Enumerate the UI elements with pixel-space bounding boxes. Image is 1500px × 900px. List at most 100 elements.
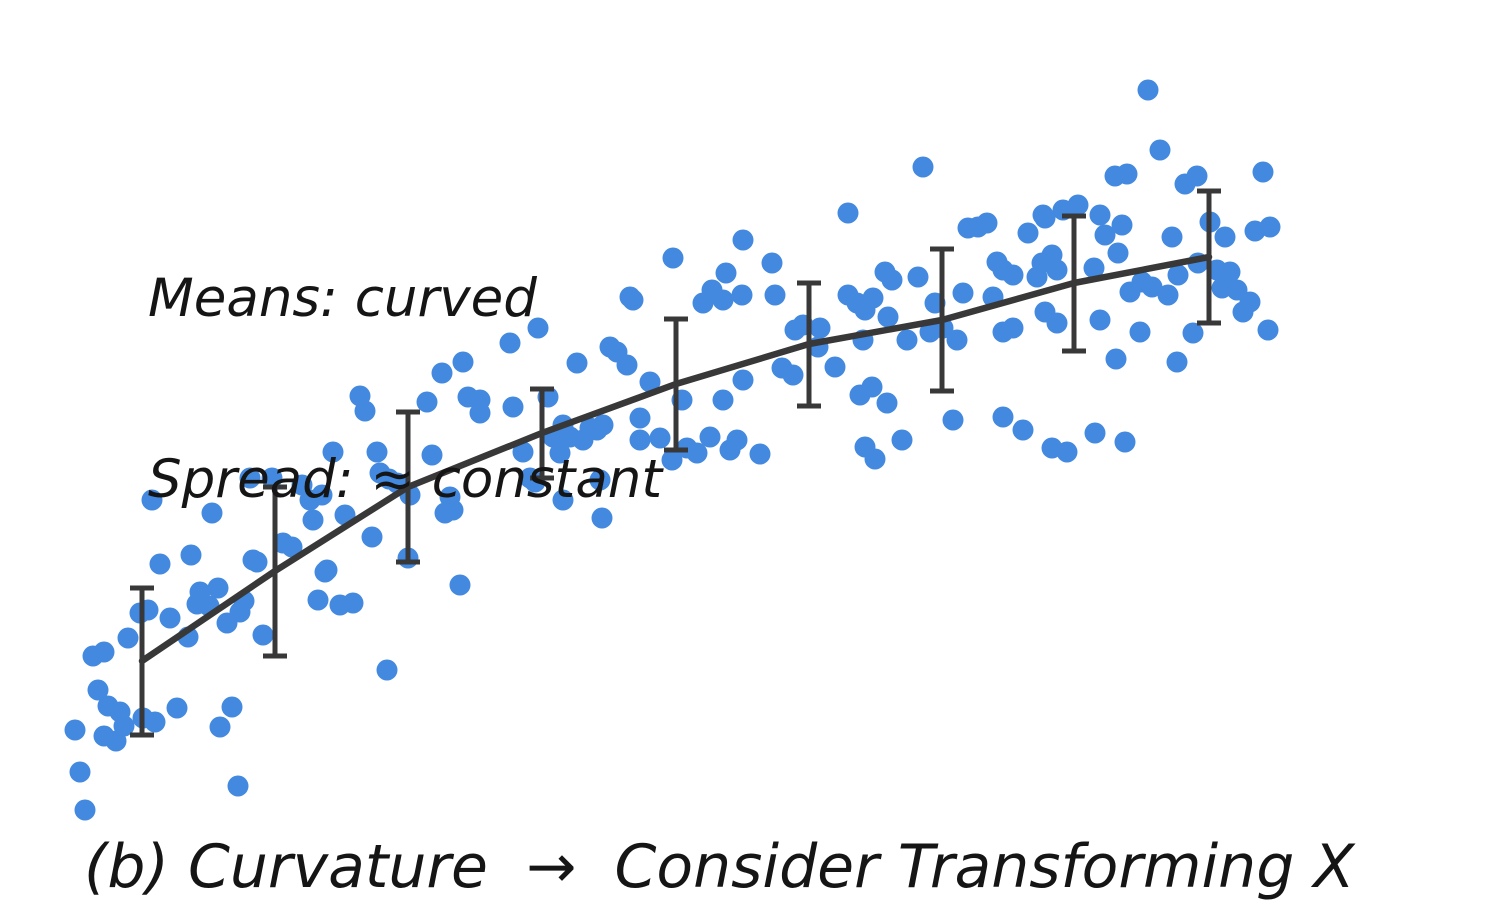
scatter-point <box>946 329 968 351</box>
scatter-point <box>180 544 202 566</box>
scatter-point <box>314 561 336 583</box>
scatter-point <box>307 589 329 611</box>
scatter-point <box>552 489 574 511</box>
scatter-point <box>877 306 899 328</box>
scatter-point <box>416 391 438 413</box>
scatter-point <box>861 376 883 398</box>
scatter-point <box>87 679 109 701</box>
scatter-point <box>732 229 754 251</box>
scatter-point <box>1182 322 1204 344</box>
scatter-point <box>592 414 614 436</box>
scatter-point <box>421 444 443 466</box>
scatter-point <box>452 351 474 373</box>
scatter-point <box>74 799 96 821</box>
scatter-point <box>992 406 1014 428</box>
scatter-point <box>824 356 846 378</box>
annotation-line-spread: Spread: ≈ constant <box>148 449 663 511</box>
figure-caption: (b) Curvature → Consider Transforming X <box>84 832 1355 900</box>
trend-line <box>138 253 1213 665</box>
scatter-point <box>686 442 708 464</box>
annotation-text: Means: curved Spread: ≈ constant <box>148 148 662 631</box>
scatter-point <box>1257 319 1279 341</box>
scatter-point <box>361 526 383 548</box>
scatter-point <box>701 279 723 301</box>
scatter-point <box>201 502 223 524</box>
scatter-point <box>589 469 611 491</box>
scatter-point <box>1137 79 1159 101</box>
scatter-point <box>221 696 243 718</box>
scatter-point <box>549 442 571 464</box>
scatter-point <box>1149 139 1171 161</box>
scatter-point <box>891 429 913 451</box>
scatter-point <box>527 317 549 339</box>
scatter-point <box>912 156 934 178</box>
scatter-point <box>1046 312 1068 334</box>
scatter-point <box>1084 422 1106 444</box>
scatter-point <box>1214 226 1236 248</box>
scatter-point <box>864 448 886 470</box>
scatter-point <box>854 299 876 321</box>
scatter-point <box>1157 284 1179 306</box>
scatter-point <box>69 761 91 783</box>
scatter-point <box>209 716 231 738</box>
scatter-point <box>712 389 734 411</box>
scatter-point <box>1107 242 1129 264</box>
scatter-points-group <box>64 79 1281 821</box>
scatter-point <box>1067 194 1089 216</box>
scatter-point <box>1002 317 1024 339</box>
scatter-point <box>449 574 471 596</box>
scatter-point <box>661 449 683 471</box>
scatter-point <box>239 467 261 489</box>
scatter-point <box>1105 348 1127 370</box>
scatter-point <box>1111 214 1133 236</box>
scatter-point <box>242 549 264 571</box>
scatter-point <box>976 212 998 234</box>
scatter-point <box>662 247 684 269</box>
scatter-point <box>149 553 171 575</box>
scatter-point <box>1002 264 1024 286</box>
scatter-point <box>726 429 748 451</box>
scatter-point <box>881 269 903 291</box>
scatter-point <box>1166 351 1188 373</box>
scatter-point <box>376 659 398 681</box>
scatter-point <box>649 427 671 449</box>
scatter-point <box>942 409 964 431</box>
scatter-point <box>782 364 804 386</box>
scatter-point <box>431 362 453 384</box>
scatter-point <box>952 282 974 304</box>
scatter-point <box>93 641 115 663</box>
scatter-point <box>731 284 753 306</box>
scatter-point <box>907 266 929 288</box>
scatter-point <box>1056 441 1078 463</box>
scatter-point <box>1017 222 1039 244</box>
scatter-point <box>896 329 918 351</box>
scatter-point <box>141 489 163 511</box>
scatter-point <box>1046 259 1068 281</box>
scatter-point <box>809 317 831 339</box>
scatter-point <box>616 354 638 376</box>
scatter-point <box>469 402 491 424</box>
scatter-point <box>1252 161 1274 183</box>
scatter-point <box>1083 257 1105 279</box>
scatter-point <box>591 507 613 529</box>
scatter-point <box>144 711 166 733</box>
scatter-point <box>1089 309 1111 331</box>
scatter-point <box>434 502 456 524</box>
scatter-point <box>64 719 86 741</box>
scatter-point <box>629 429 651 451</box>
scatter-point <box>189 581 211 603</box>
scatter-point <box>764 284 786 306</box>
scatter-point <box>322 441 344 463</box>
scatter-point <box>1259 216 1281 238</box>
scatter-point <box>1012 419 1034 441</box>
scatter-point <box>512 441 534 463</box>
scatter-point <box>499 332 521 354</box>
annotation-line-means: Means: curved <box>148 267 537 329</box>
scatter-point <box>227 775 249 797</box>
scatter-point <box>749 443 771 465</box>
scatter-point <box>566 352 588 374</box>
scatter-point <box>1034 207 1056 229</box>
scatter-point <box>761 252 783 274</box>
